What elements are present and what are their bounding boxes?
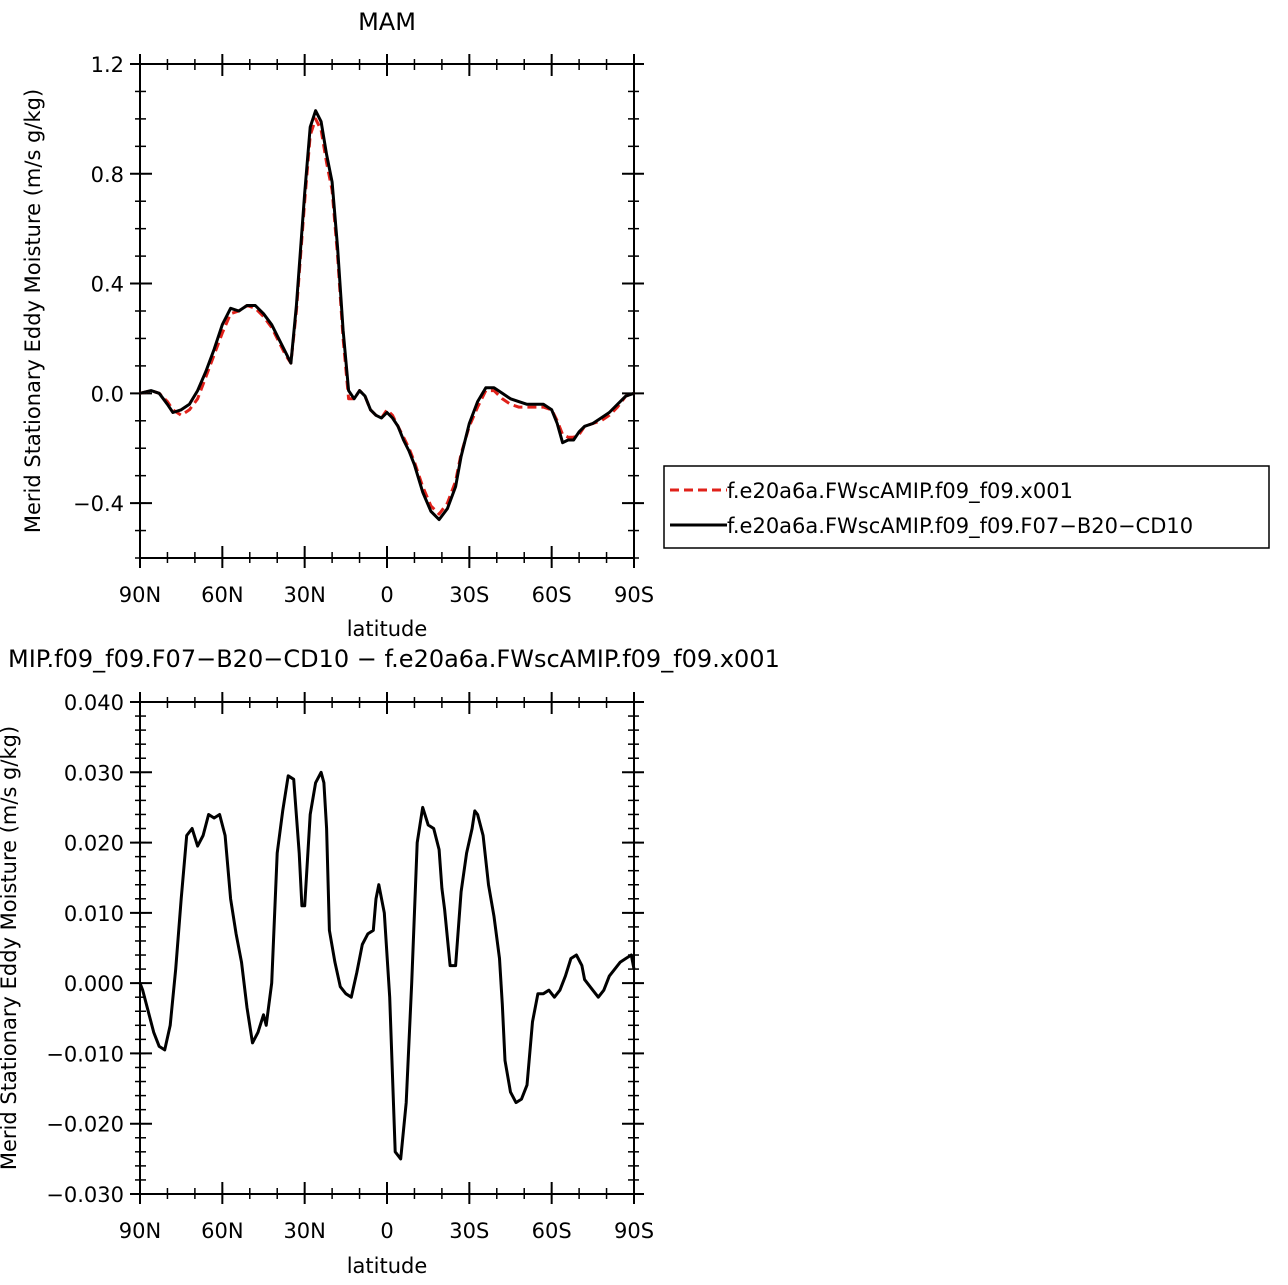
y-tick-label: 0.000	[64, 972, 124, 996]
x-tick-label: 60S	[532, 583, 572, 607]
x-tick-label: 0	[380, 1219, 393, 1243]
x-tick-label: 30S	[449, 583, 489, 607]
top-chart-title: MAM	[358, 8, 416, 36]
y-tick-label: 0.030	[64, 761, 124, 785]
y-tick-label: −0.020	[46, 1113, 124, 1137]
bottom-x-axis-label: latitude	[347, 1254, 428, 1278]
top-x-axis: 90N 60N 30N 0 30S 60S 90S	[119, 54, 654, 607]
series-line-2	[139, 109, 635, 522]
bottom-x-axis: 90N 60N 30N 0 30S 60S 90S	[119, 692, 654, 1243]
bottom-series-lines	[138, 770, 636, 1161]
x-tick-label: 30S	[449, 1219, 489, 1243]
x-tick-label: 30N	[283, 1219, 325, 1243]
top-plot-frame	[139, 63, 635, 559]
legend-label-series-2: f.e20a6a.FWscAMIP.f09_f09.F07−B20−CD10	[727, 514, 1193, 539]
bottom-chart-title: MIP.f09_f09.F07−B20−CD10 − f.e20a6a.FWsc…	[8, 645, 780, 673]
x-tick-label: 0	[380, 583, 393, 607]
top-y-axis-label: Merid Stationary Eddy Moisture (m/s g/kg…	[21, 89, 45, 533]
x-tick-label: 60N	[201, 583, 243, 607]
y-tick-label: 0.8	[91, 163, 124, 187]
series-line-1	[138, 770, 636, 1161]
y-tick-label: 0.0	[91, 382, 124, 406]
x-tick-label: 60S	[532, 1219, 572, 1243]
y-tick-label: 0.4	[91, 273, 124, 297]
bottom-y-axis-label: Merid Stationary Eddy Moisture (m/s g/kg…	[0, 726, 21, 1170]
y-tick-label: 1.2	[91, 53, 124, 77]
top-chart: MAM −0.4 0.0 0.4 0.8 1.2 90N 60N 30N 0 30S 60S 90S…	[21, 8, 654, 641]
x-tick-label: 90S	[614, 1219, 654, 1243]
y-tick-label: 0.040	[64, 691, 124, 715]
y-tick-label: −0.4	[73, 492, 124, 516]
top-y-axis: −0.4 0.0 0.4 0.8 1.2	[73, 53, 644, 559]
y-tick-label: −0.010	[46, 1042, 124, 1066]
bottom-y-axis: −0.030 −0.020 −0.010 0.000 0.010 0.020 0.030 0.…	[46, 691, 644, 1207]
x-tick-label: 60N	[201, 1219, 243, 1243]
top-series-lines	[139, 109, 635, 522]
x-tick-label: 90N	[119, 1219, 161, 1243]
x-tick-label: 90N	[119, 583, 161, 607]
series-line-1	[139, 117, 635, 516]
y-tick-label: 0.020	[64, 832, 124, 856]
top-x-axis-label: latitude	[347, 617, 428, 641]
y-tick-label: 0.010	[64, 902, 124, 926]
legend-label-series-1: f.e20a6a.FWscAMIP.f09_f09.x001	[727, 479, 1073, 504]
x-tick-label: 90S	[614, 583, 654, 607]
y-tick-label: −0.030	[46, 1183, 124, 1207]
bottom-chart: MIP.f09_f09.F07−B20−CD10 − f.e20a6a.FWsc…	[0, 645, 780, 1278]
legend-box	[663, 465, 1270, 549]
legend: f.e20a6a.FWscAMIP.f09_f09.x001 f.e20a6a.…	[663, 465, 1270, 549]
x-tick-label: 30N	[283, 583, 325, 607]
